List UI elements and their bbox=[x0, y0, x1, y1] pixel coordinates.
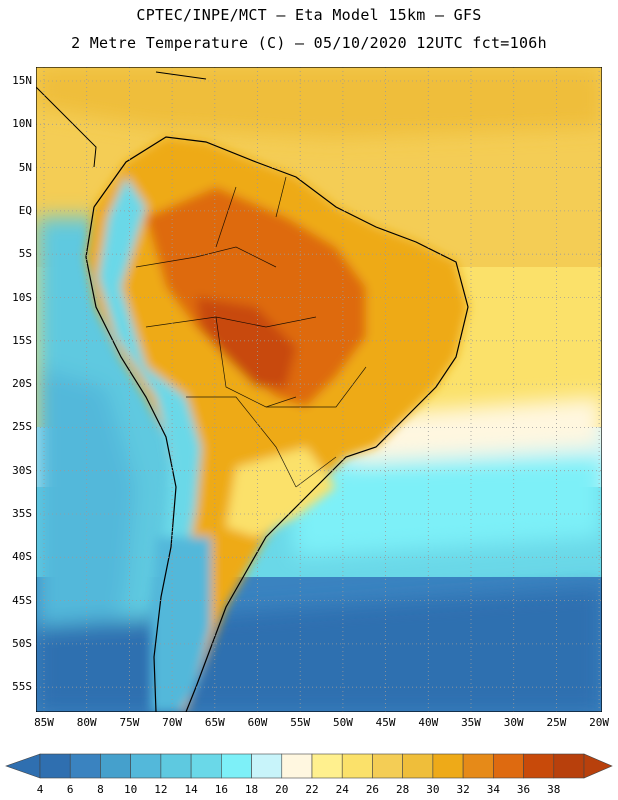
lat-label: 30S bbox=[12, 463, 32, 477]
lat-label: 40S bbox=[12, 550, 32, 564]
continent-hottest-core bbox=[196, 297, 296, 387]
cuba-outline bbox=[155, 71, 207, 80]
lon-label: 75W bbox=[119, 716, 140, 729]
coastline bbox=[85, 136, 469, 712]
pampas-mild-area bbox=[226, 447, 336, 537]
colorbar-label: 38 bbox=[547, 783, 561, 796]
colorbar-label: 24 bbox=[335, 783, 349, 796]
colorbar-swatch bbox=[462, 753, 494, 779]
colorbar-swatch bbox=[553, 753, 585, 779]
colorbar-label: 14 bbox=[184, 783, 198, 796]
patagonia-cool-area bbox=[151, 537, 211, 712]
chart-title: CPTEC/INPE/MCT – Eta Model 15km – GFS bbox=[136, 6, 482, 24]
colorbar-swatch bbox=[160, 753, 192, 779]
colorbar-label: 26 bbox=[365, 783, 380, 796]
lat-label: EQ bbox=[18, 203, 32, 217]
lon-label: 35W bbox=[461, 716, 481, 729]
lat-label: 35S bbox=[12, 507, 32, 520]
lon-label: 85W bbox=[34, 716, 54, 729]
lat-label: 5N bbox=[18, 160, 32, 174]
lon-label: 70W bbox=[162, 716, 183, 729]
lat-label: 25S bbox=[12, 420, 32, 434]
lon-label: 30W bbox=[503, 716, 524, 729]
colorbar bbox=[5, 753, 613, 779]
lon-label: 80W bbox=[76, 716, 97, 729]
colorbar-label: 8 bbox=[97, 783, 104, 796]
colorbar-label: 20 bbox=[275, 783, 289, 796]
chart-subtitle: 2 Metre Temperature (C) – 05/10/2020 12U… bbox=[71, 34, 547, 52]
colorbar-label: 30 bbox=[426, 783, 440, 796]
country-borders bbox=[135, 176, 367, 488]
colorbar-label: 32 bbox=[456, 783, 470, 796]
central-america-coast bbox=[36, 86, 97, 168]
lon-label: 25W bbox=[546, 716, 567, 729]
colorbar-label: 36 bbox=[516, 783, 531, 796]
lon-label: 20W bbox=[589, 716, 610, 729]
colorbar-swatch bbox=[281, 753, 313, 779]
colorbar-swatch bbox=[251, 753, 283, 779]
lat-label: 10S bbox=[12, 290, 32, 304]
colorbar-swatch bbox=[221, 753, 252, 779]
colorbar-label: 18 bbox=[244, 783, 259, 796]
colorbar-label: 16 bbox=[214, 783, 228, 796]
colorbar-swatch bbox=[341, 753, 373, 779]
caribbean-warm-area bbox=[36, 67, 602, 137]
lat-label: 5S bbox=[18, 247, 32, 261]
colorbar-swatch bbox=[69, 753, 101, 779]
colorbar-label: 6 bbox=[66, 783, 74, 796]
colorbar-swatch bbox=[39, 753, 71, 779]
colorbar-label: 12 bbox=[154, 783, 168, 796]
colorbar-under-arrow bbox=[5, 753, 41, 779]
colorbar-swatch bbox=[402, 753, 434, 779]
lat-label: 50S bbox=[12, 636, 32, 650]
colorbar-swatch bbox=[432, 753, 464, 779]
colorbar-swatch bbox=[190, 753, 222, 779]
colorbar-label: 28 bbox=[396, 783, 410, 796]
lon-label: 65W bbox=[204, 716, 225, 729]
lat-label: 55S bbox=[12, 680, 32, 694]
colorbar-swatch bbox=[100, 753, 131, 779]
lat-label: 15N bbox=[12, 74, 32, 87]
colorbar-over-arrow bbox=[583, 753, 613, 779]
colorbar-swatch bbox=[372, 753, 403, 779]
lat-label: 45S bbox=[12, 593, 32, 607]
colorbar-swatch bbox=[130, 753, 162, 779]
lon-label: 50W bbox=[332, 716, 353, 729]
colorbar-swatch bbox=[311, 753, 343, 779]
colorbar-label: 34 bbox=[486, 783, 500, 796]
colorbar-label: 4 bbox=[36, 783, 44, 796]
lon-label: 55W bbox=[290, 716, 311, 729]
lat-label: 20S bbox=[12, 377, 32, 391]
continent-hot-core bbox=[146, 187, 366, 407]
south-atlantic-cool bbox=[286, 457, 602, 557]
colorbar-swatch bbox=[493, 753, 524, 779]
colorbar-label: 10 bbox=[124, 783, 138, 796]
lon-label: 40W bbox=[418, 716, 439, 729]
temperature-map bbox=[36, 67, 602, 712]
colorbar-label: 22 bbox=[305, 783, 319, 796]
lat-label: 15S bbox=[12, 333, 32, 347]
lon-label: 45W bbox=[375, 716, 396, 729]
lon-label: 60W bbox=[247, 716, 268, 729]
lat-label: 10N bbox=[12, 117, 32, 131]
colorbar-swatch bbox=[523, 753, 555, 779]
